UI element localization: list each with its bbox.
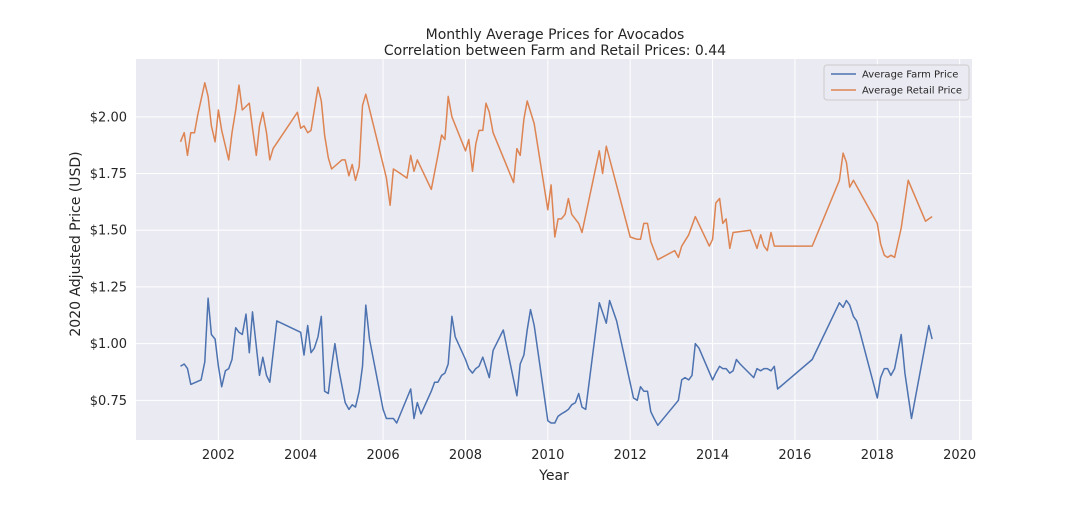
series-layer (179, 82, 933, 427)
x-tick-label: 2002 (202, 448, 235, 463)
x-tick-label: 2016 (778, 448, 811, 463)
chart-subtitle: Correlation between Farm and Retail Pric… (384, 43, 726, 59)
y-tick-label: $0.75 (90, 394, 127, 409)
legend-label-farm: Average Farm Price (862, 70, 958, 81)
y-tick-label: $1.50 (90, 224, 127, 239)
series-line-farm-price (180, 297, 933, 427)
legend-box (823, 64, 970, 101)
y-tick-label: $2.00 (90, 110, 127, 125)
chart-title: Monthly Average Prices for Avocados (426, 27, 685, 43)
x-tick-label: 2006 (367, 448, 400, 463)
plot-background (136, 59, 972, 440)
legend-label-retail: Average Retail Price (862, 86, 962, 97)
x-tick-label: 2014 (696, 448, 729, 463)
x-tick-label: 2020 (943, 448, 976, 463)
y-axis-label: 2020 Adjusted Price (USD) (68, 151, 84, 336)
x-tick-label: 2008 (449, 448, 482, 463)
x-axis-label: Year (538, 468, 569, 484)
x-tick-label: 2018 (861, 448, 894, 463)
x-tick-label: 2004 (284, 448, 317, 463)
y-tick-label: $1.25 (90, 280, 127, 295)
y-tick-label: $1.00 (90, 337, 127, 352)
x-tick-label: 2010 (531, 448, 564, 463)
legend: Average Farm Price Average Retail Price (823, 64, 970, 101)
y-tick-label: $1.75 (90, 167, 127, 182)
x-tick-label: 2012 (614, 448, 647, 463)
series-line-retail-price (179, 82, 933, 261)
ticks-layer: 2002 2004 2006 2008 2010 2012 2014 2016 2018 2020… (90, 110, 976, 463)
